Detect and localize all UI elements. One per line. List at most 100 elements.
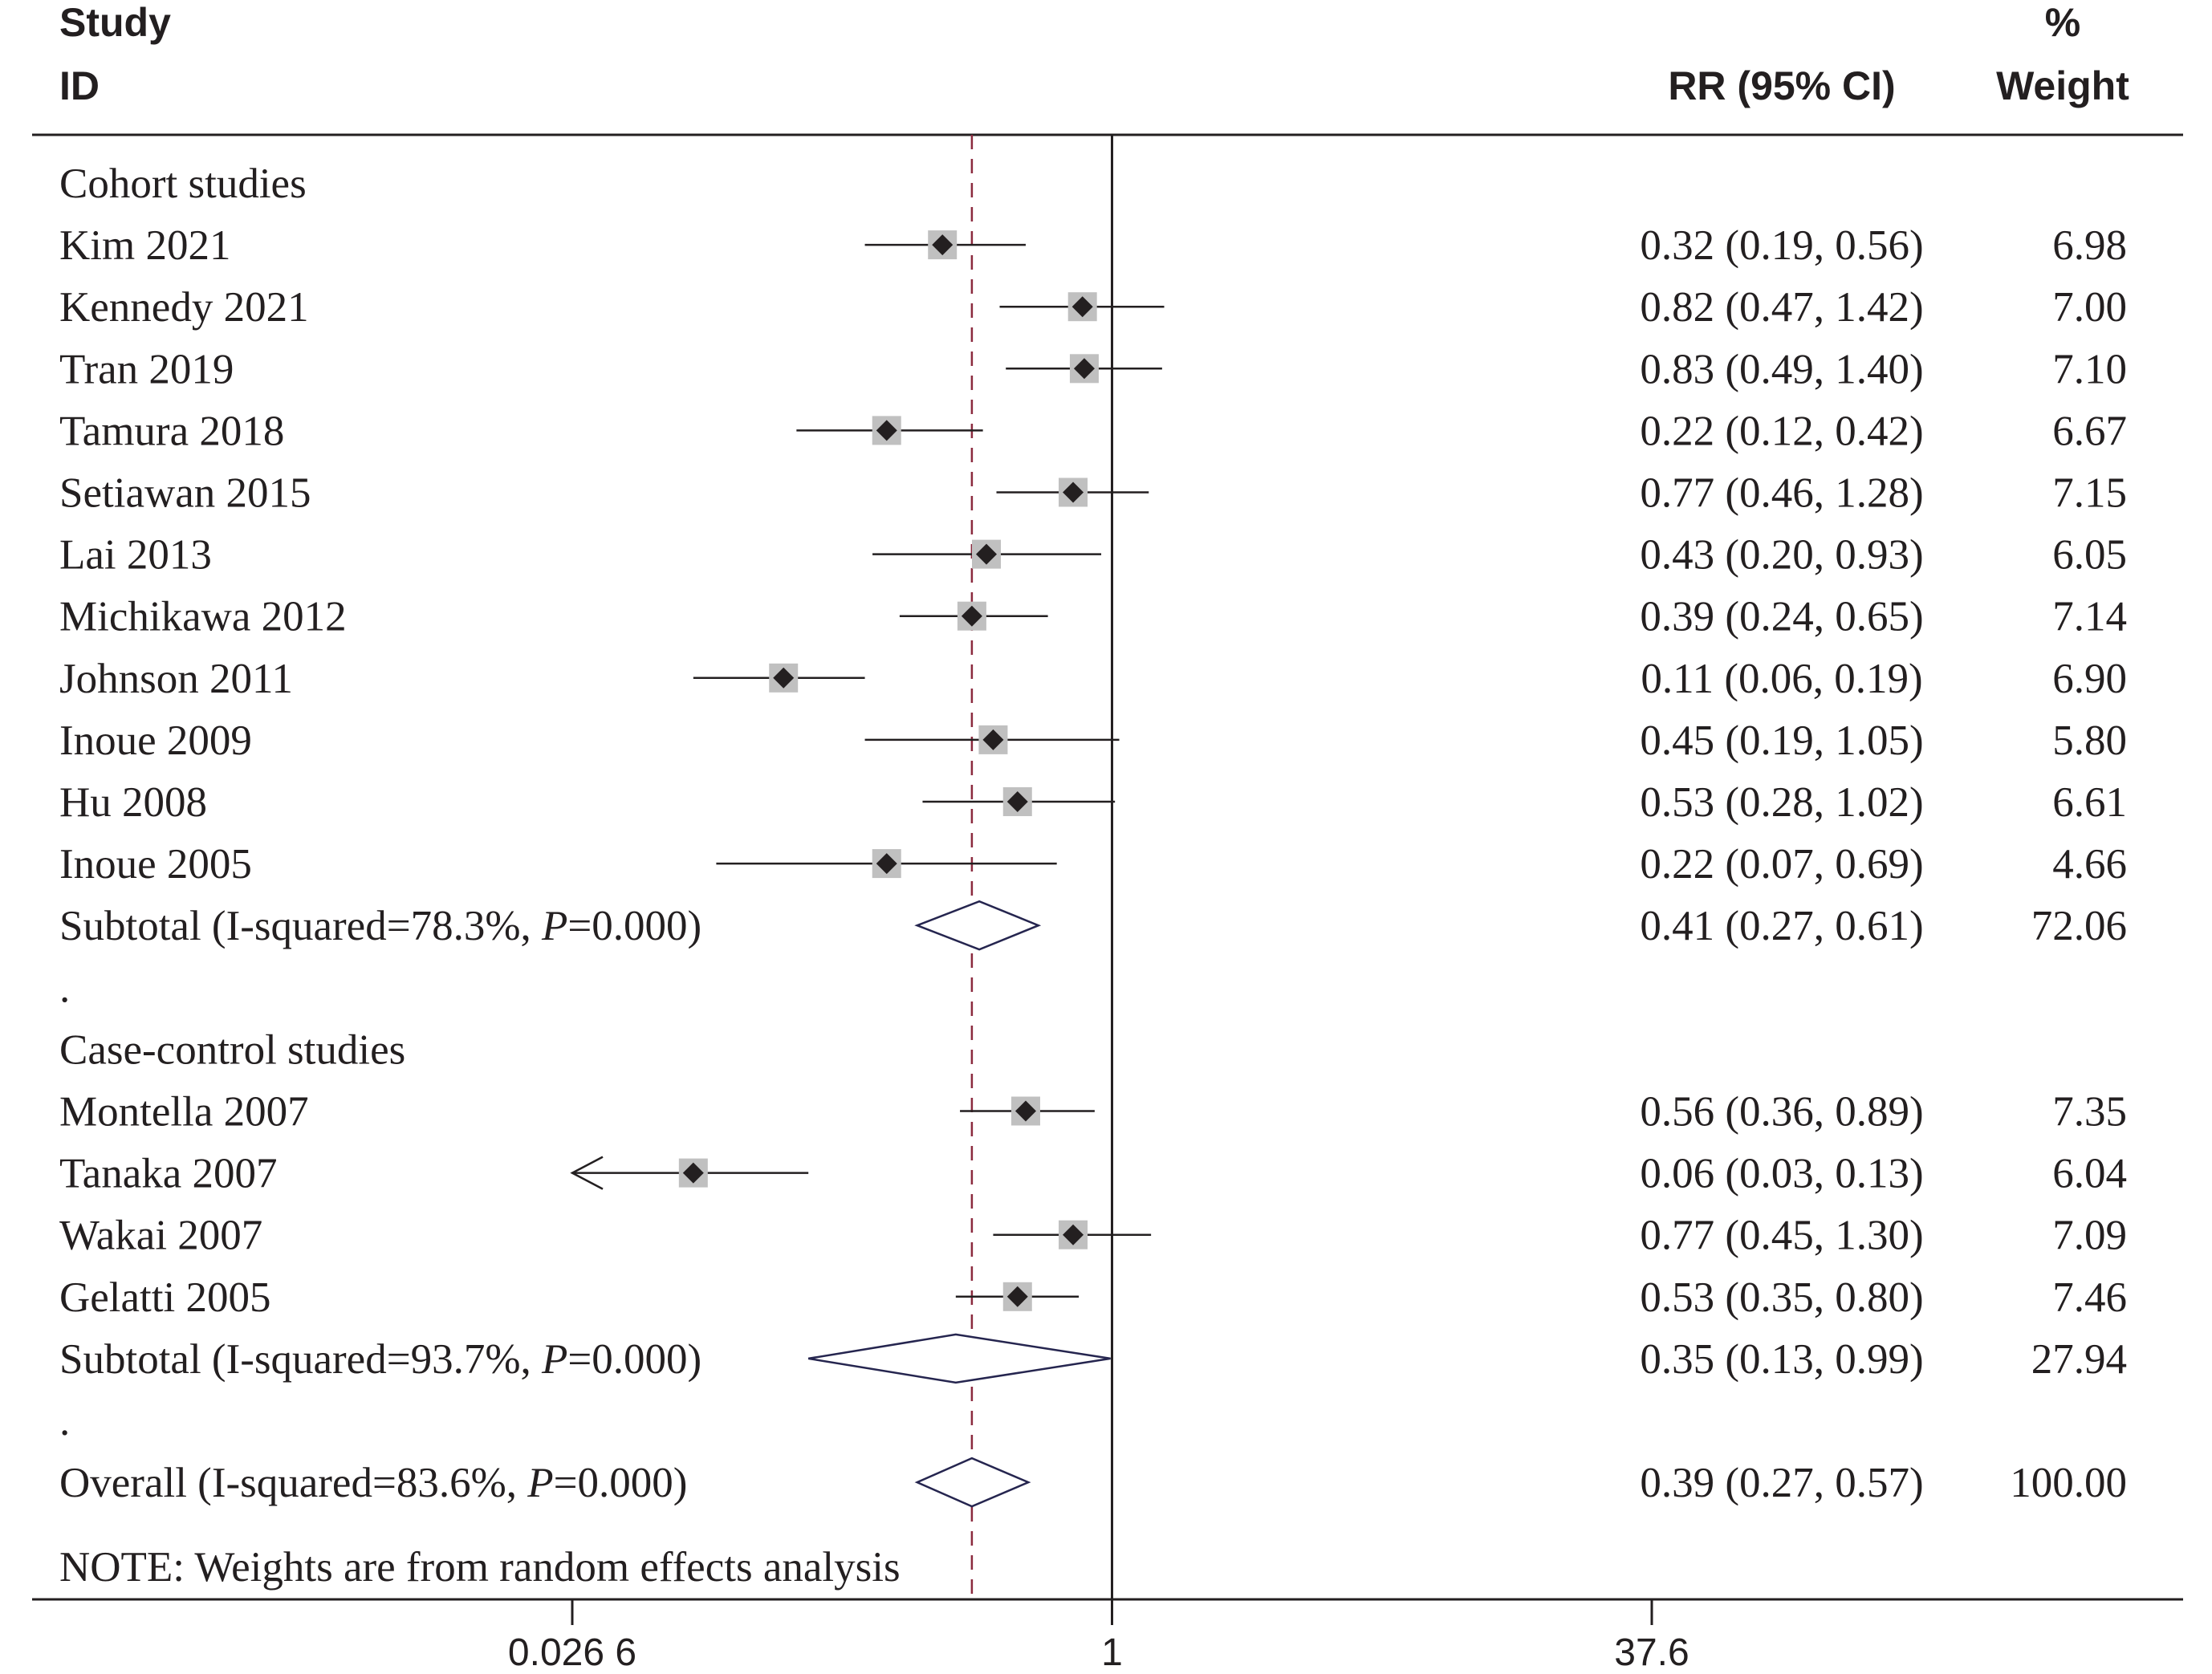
point-estimate-marker (1063, 481, 1084, 503)
point-estimate-marker (682, 1162, 704, 1184)
x-axis-ticks: 0.026 6 1 37.6 (508, 1599, 1689, 1674)
weight-value: 6.61 (2052, 779, 2127, 826)
row-label-text: Kennedy 2021 (59, 284, 309, 331)
row-label-text: Setiawan 2015 (59, 470, 311, 517)
point-estimate-marker (1073, 358, 1095, 380)
row-label-text: Wakai 2007 (59, 1213, 262, 1259)
weight-value: 7.14 (2052, 594, 2127, 640)
row-label-text: Michikawa 2012 (59, 594, 347, 640)
weight-value: 6.90 (2052, 656, 2127, 702)
point-estimate-marker (1006, 1286, 1028, 1307)
weight-value: 7.46 (2052, 1274, 2127, 1321)
weight-value: 5.80 (2052, 717, 2127, 764)
x-tick-label: 0.026 6 (508, 1631, 636, 1674)
rr-ci-value: 0.43 (0.20, 0.93) (1640, 532, 1923, 579)
row-spacer: . (59, 1398, 70, 1444)
row-label-text: Montella 2007 (59, 1089, 309, 1136)
point-estimate-marker (1015, 1100, 1036, 1122)
weight-value: 72.06 (2031, 903, 2127, 949)
overall-diamond (914, 1457, 1031, 1508)
row-label-text: Cohort studies (59, 160, 307, 207)
study-label: Overall (I-squared=83.6%, P=0.000) (59, 1460, 687, 1506)
point-estimate-marker (932, 234, 954, 256)
p-symbol: P (541, 903, 567, 949)
study-label: Setiawan 2015 (59, 470, 311, 517)
study-label: Subtotal (I-squared=93.7%, P=0.000) (59, 1336, 701, 1383)
rr-ci-value: 0.35 (0.13, 0.99) (1640, 1336, 1923, 1383)
study-label: Michikawa 2012 (59, 594, 347, 640)
weight-value: 7.09 (2052, 1213, 2127, 1259)
point-estimate-marker (876, 853, 897, 875)
study-label: Tamura 2018 (59, 408, 284, 454)
row-label-text: Inoue 2009 (59, 717, 252, 764)
row-label-text: Johnson 2011 (59, 656, 293, 702)
ci-truncation-arrow (570, 1156, 604, 1190)
row-label-text: Overall (I-squared=83.6%, (59, 1460, 527, 1506)
study-label: Kennedy 2021 (59, 284, 309, 331)
p-value: =0.000) (567, 903, 701, 949)
row-label-text: Tanaka 2007 (59, 1151, 278, 1197)
rr-ci-value: 0.53 (0.28, 1.02) (1640, 779, 1923, 826)
weight-value: 7.10 (2052, 346, 2127, 392)
rr-ci-value: 0.32 (0.19, 0.56) (1640, 222, 1923, 269)
p-value: =0.000) (554, 1460, 688, 1506)
rr-ci-value: 0.77 (0.46, 1.28) (1640, 470, 1923, 517)
row-label-text: . (59, 1398, 70, 1444)
study-rows: Cohort studies Kim 2021 0.32 (0.19, 0.56) 6… (59, 160, 2127, 1508)
subtotal-diamond (914, 900, 1042, 951)
row-label-text: Case-control studies (59, 1026, 405, 1073)
rr-ci-value: 0.41 (0.27, 0.61) (1640, 903, 1923, 949)
point-estimate-marker (982, 729, 1004, 750)
study-label: Inoue 2005 (59, 841, 252, 888)
header-weight: Weight (1996, 63, 2129, 108)
header-percent: % (2045, 0, 2080, 45)
row-label-text: Subtotal (I-squared=78.3%, (59, 903, 542, 949)
row-label-text: Inoue 2005 (59, 841, 252, 888)
study-label: Johnson 2011 (59, 656, 293, 702)
rr-ci-value: 0.39 (0.24, 0.65) (1640, 594, 1923, 640)
row-label-text: Tran 2019 (59, 346, 234, 392)
row-label-text: Gelatti 2005 (59, 1274, 270, 1321)
study-label: Tanaka 2007 (59, 1151, 278, 1197)
study-label: Subtotal (I-squared=78.3%, P=0.000) (59, 903, 701, 949)
study-label: Wakai 2007 (59, 1213, 262, 1259)
weight-value: 100.00 (2010, 1460, 2127, 1506)
weight-value: 6.98 (2052, 222, 2127, 269)
subtotal-diamond (807, 1333, 1111, 1384)
study-label: Montella 2007 (59, 1089, 309, 1136)
study-label: Kim 2021 (59, 222, 230, 269)
point-estimate-marker (1071, 296, 1093, 318)
weight-value: 7.15 (2052, 470, 2127, 517)
rr-ci-value: 0.22 (0.07, 0.69) (1640, 841, 1923, 888)
weight-value: 6.04 (2052, 1151, 2127, 1197)
weight-value: 4.66 (2052, 841, 2127, 888)
weight-value: 6.05 (2052, 532, 2127, 579)
footnote-note: NOTE: Weights are from random effects an… (59, 1544, 901, 1591)
p-symbol: P (527, 1460, 553, 1506)
header-study: Study (59, 0, 171, 45)
point-estimate-marker (961, 605, 982, 627)
row-label-text: . (59, 965, 70, 1011)
rr-ci-value: 0.83 (0.49, 1.40) (1640, 346, 1923, 392)
study-label: Lai 2013 (59, 532, 212, 579)
point-estimate-marker (1063, 1224, 1084, 1245)
group-heading: Case-control studies (59, 1026, 405, 1073)
study-label: Tran 2019 (59, 346, 234, 392)
p-value: =0.000) (567, 1336, 701, 1383)
header-id: ID (59, 63, 100, 108)
weight-value: 27.94 (2031, 1336, 2127, 1383)
group-heading: Cohort studies (59, 160, 307, 207)
row-label-text: Tamura 2018 (59, 408, 284, 454)
rr-ci-value: 0.53 (0.35, 0.80) (1640, 1274, 1923, 1321)
rr-ci-value: 0.82 (0.47, 1.42) (1640, 284, 1923, 331)
rr-ci-value: 0.56 (0.36, 0.89) (1640, 1089, 1923, 1136)
row-label-text: Hu 2008 (59, 779, 207, 826)
row-spacer: . (59, 965, 70, 1011)
row-label-text: Kim 2021 (59, 222, 230, 269)
header-rr-ci: RR (95% CI) (1668, 63, 1895, 108)
rr-ci-value: 0.22 (0.12, 0.42) (1640, 408, 1923, 454)
weight-value: 6.67 (2052, 408, 2127, 454)
study-label: Inoue 2009 (59, 717, 252, 764)
rr-ci-value: 0.39 (0.27, 0.57) (1640, 1460, 1923, 1506)
